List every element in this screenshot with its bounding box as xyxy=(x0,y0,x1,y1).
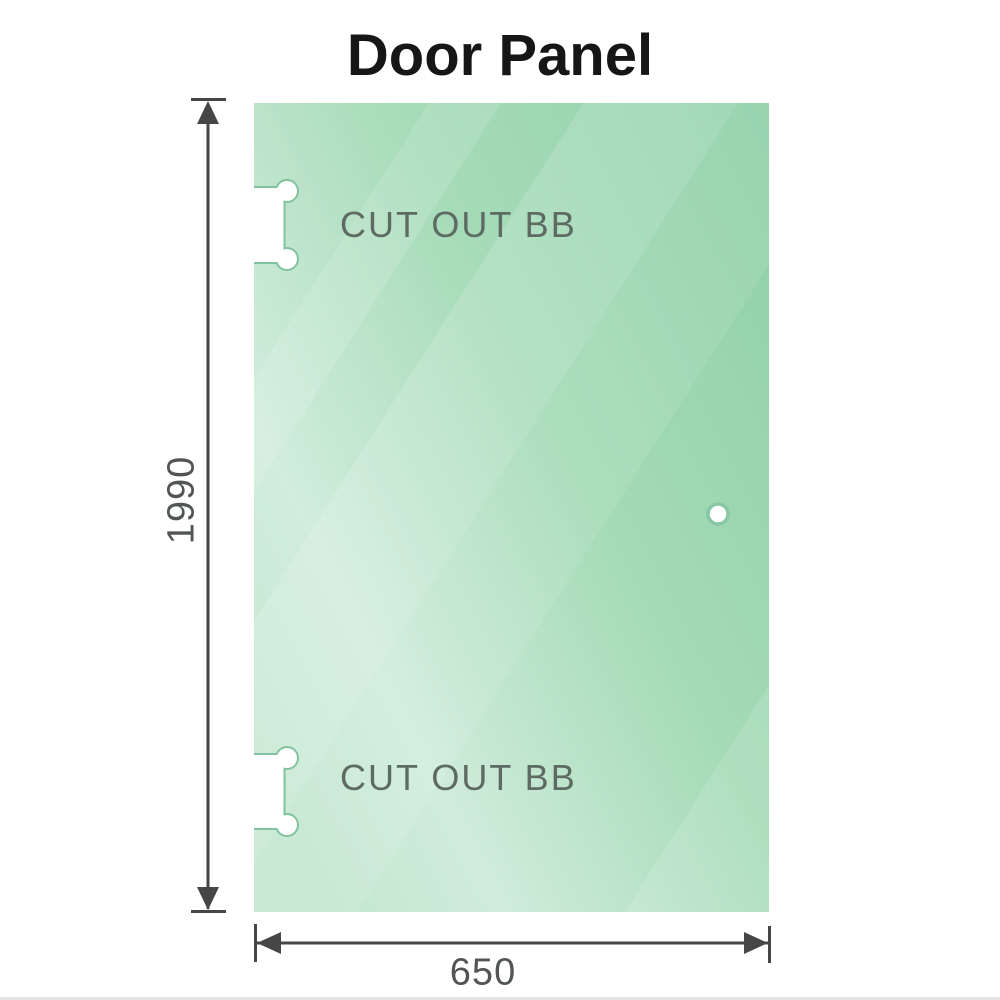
arrow-up-icon xyxy=(197,101,219,124)
cutout-label-bottom: CUT OUT BB xyxy=(340,757,577,798)
handle-hole xyxy=(706,502,730,526)
height-dimension-label: 1990 xyxy=(160,455,203,545)
hinge-cutout-top xyxy=(252,179,299,271)
arrow-left-icon xyxy=(257,932,281,954)
glass-reflections xyxy=(254,103,769,912)
glass-panel-svg xyxy=(252,103,769,912)
cutout-label-top: CUT OUT BB xyxy=(340,204,577,245)
arrow-down-icon xyxy=(197,887,219,910)
hinge-cutout-bottom xyxy=(252,746,299,837)
glass-panel xyxy=(252,103,769,912)
width-dimension-label: 650 xyxy=(449,951,517,994)
page-title: Door Panel xyxy=(346,23,654,88)
arrow-right-icon xyxy=(744,932,768,954)
bottom-edge-divider xyxy=(0,997,1000,1000)
